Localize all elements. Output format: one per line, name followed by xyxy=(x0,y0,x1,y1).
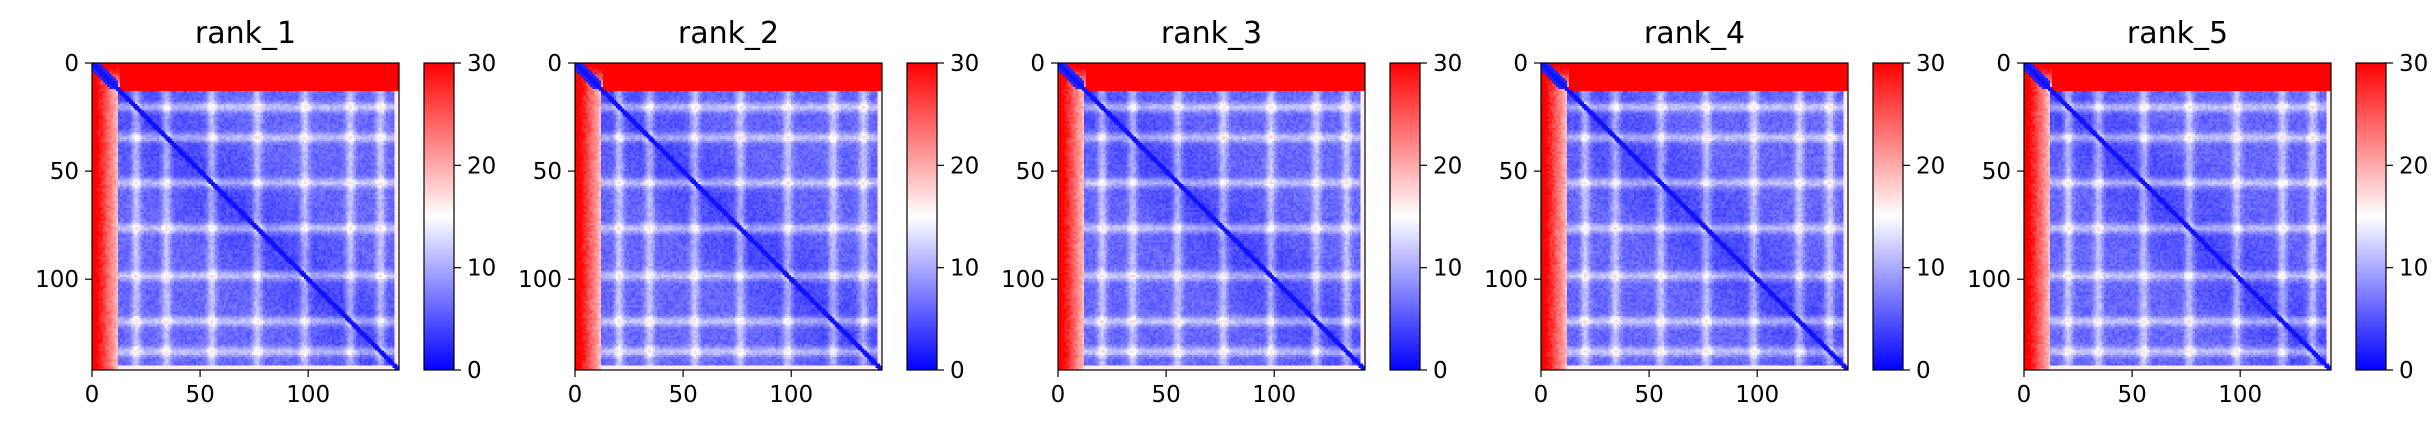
x-tick-label: 100 xyxy=(769,382,813,408)
plot-frame xyxy=(2023,62,2332,371)
x-tick-label: 0 xyxy=(2017,382,2032,408)
x-tick-label: 0 xyxy=(1051,382,1066,408)
heatmap-panel: rank_3 0 50 100 0 50 100 0 10 20 30 xyxy=(1001,16,1462,408)
colorbar xyxy=(423,62,455,371)
x-tick-label: 100 xyxy=(286,382,330,408)
heatmap-image xyxy=(92,63,399,370)
heatmap-panel: rank_2 0 50 100 0 50 100 0 10 20 30 xyxy=(518,16,979,408)
plot-frame xyxy=(91,62,400,371)
panel-title: rank_4 xyxy=(1644,16,1745,51)
y-tick-label: 0 xyxy=(1996,51,2011,77)
colorbar-tick-label: 10 xyxy=(950,256,979,282)
colorbar-tick-label: 30 xyxy=(950,51,979,77)
x-tick-label: 50 xyxy=(2117,382,2146,408)
y-tick-label: 50 xyxy=(50,159,79,185)
x-tick-label: 0 xyxy=(85,382,100,408)
colorbar-tick-label: 0 xyxy=(2399,358,2414,384)
colorbar-tick-label: 30 xyxy=(1916,51,1945,77)
colorbar-tick-label: 30 xyxy=(467,51,496,77)
colorbar-tick-label: 30 xyxy=(2399,51,2428,77)
colorbar-tick-label: 20 xyxy=(2399,153,2428,179)
colorbar-tick-label: 20 xyxy=(1433,153,1462,179)
y-tick-label: 0 xyxy=(547,51,562,77)
x-tick-label: 100 xyxy=(1735,382,1779,408)
heatmap-image xyxy=(1541,63,1848,370)
colorbar-tick-label: 10 xyxy=(1916,256,1945,282)
heatmap-image xyxy=(2024,63,2331,370)
colorbar-tick-label: 0 xyxy=(1916,358,1931,384)
plot-frame xyxy=(1057,62,1366,371)
colorbar-tick-label: 0 xyxy=(467,358,482,384)
colorbar-tick-label: 10 xyxy=(467,256,496,282)
x-tick-label: 0 xyxy=(1534,382,1549,408)
colorbar-tick-label: 20 xyxy=(950,153,979,179)
colorbar-tick-label: 20 xyxy=(467,153,496,179)
y-tick-label: 0 xyxy=(64,51,79,77)
y-tick-label: 100 xyxy=(35,267,79,293)
y-tick-label: 50 xyxy=(533,159,562,185)
panel-title: rank_1 xyxy=(195,16,296,51)
y-tick-label: 100 xyxy=(1484,267,1528,293)
x-tick-label: 50 xyxy=(668,382,697,408)
x-tick-label: 50 xyxy=(185,382,214,408)
y-tick-label: 0 xyxy=(1030,51,1045,77)
y-tick-label: 100 xyxy=(518,267,562,293)
colorbar-tick-label: 10 xyxy=(2399,256,2428,282)
colorbar-tick-label: 0 xyxy=(1433,358,1448,384)
plot-frame xyxy=(1540,62,1849,371)
colorbar-tick-label: 0 xyxy=(950,358,965,384)
y-tick-label: 0 xyxy=(1513,51,1528,77)
heatmap-image xyxy=(1058,63,1365,370)
y-tick-label: 50 xyxy=(1982,159,2011,185)
plot-frame xyxy=(574,62,883,371)
colorbar-tick-label: 20 xyxy=(1916,153,1945,179)
y-tick-label: 50 xyxy=(1016,159,1045,185)
x-tick-label: 0 xyxy=(568,382,583,408)
y-tick-label: 100 xyxy=(1967,267,2011,293)
heatmap-panel: rank_1 0 50 100 0 50 100 0 10 20 30 xyxy=(35,16,496,408)
x-tick-label: 50 xyxy=(1151,382,1180,408)
x-tick-label: 100 xyxy=(1252,382,1296,408)
colorbar xyxy=(1872,62,1904,371)
heatmap-panel: rank_4 0 50 100 0 50 100 0 10 20 30 xyxy=(1484,16,1945,408)
panel-title: rank_2 xyxy=(678,16,779,51)
heatmap-panel: rank_5 0 50 100 0 50 100 0 10 20 30 xyxy=(1967,16,2428,408)
colorbar-tick-label: 10 xyxy=(1433,256,1462,282)
y-tick-label: 50 xyxy=(1499,159,1528,185)
panel-title: rank_5 xyxy=(2127,16,2228,51)
colorbar xyxy=(906,62,938,371)
colorbar xyxy=(1389,62,1421,371)
y-tick-label: 100 xyxy=(1001,267,1045,293)
colorbar xyxy=(2355,62,2387,371)
panel-title: rank_3 xyxy=(1161,16,1262,51)
x-tick-label: 50 xyxy=(1634,382,1663,408)
x-tick-label: 100 xyxy=(2218,382,2262,408)
colorbar-tick-label: 30 xyxy=(1433,51,1462,77)
heatmap-image xyxy=(575,63,882,370)
